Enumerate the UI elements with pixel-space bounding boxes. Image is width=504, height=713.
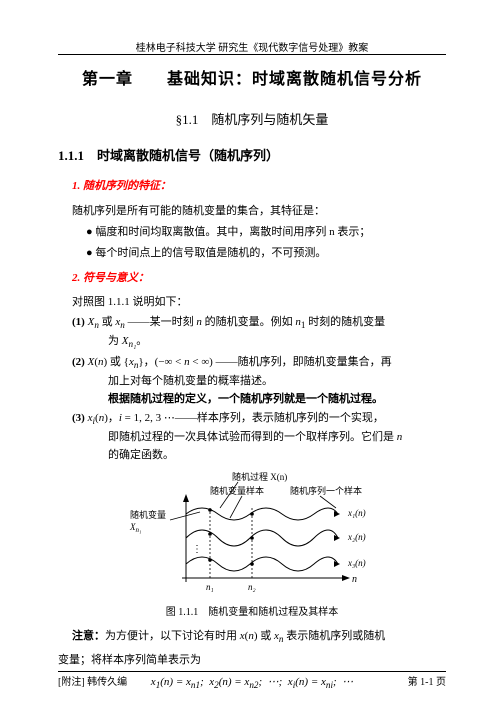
- bullet-text: 每个时间点上的信号取值是随机的，不可预测。: [95, 247, 326, 259]
- num-cont: 加上对每个随机变量的概率描述。: [90, 373, 446, 391]
- note-lead: 注意：: [72, 630, 105, 642]
- num-list: (1) Xn 或 xn ——某一时刻 n 的随机变量。例如 n1 时刻的随机变量…: [72, 314, 446, 464]
- footer-left: [附注] 韩传久编: [58, 674, 127, 691]
- t: 或: [102, 316, 113, 328]
- num-item-2: (2) X(n) 或 {xn}，(−∞ < n < ∞) ——随机序列，即随机变…: [72, 354, 446, 408]
- bullet-item: ● 幅度和时间均取离散值。其中，离散时间用序列 n 表示；: [86, 223, 446, 242]
- fig-label-seq-sample: 随机序列一个样本: [290, 485, 362, 496]
- num-cont: 的确定函数。: [90, 447, 446, 465]
- note-body-a: 为方便计，以下讨论有时用 x(n) 或 xn 表示随机序列或随机: [105, 630, 385, 642]
- para-intro-1: 随机序列是所有可能的随机变量的集合，其特征是：: [72, 202, 446, 220]
- t: 时刻的随机变量: [308, 316, 385, 328]
- num-item-1: (1) Xn 或 xn ——某一时刻 n 的随机变量。例如 n1 时刻的随机变量…: [72, 314, 446, 352]
- num-lead: (1): [72, 316, 85, 328]
- fig-label-xn1: Xn₁: [129, 522, 141, 534]
- t: ——随机序列，即随机变量集合，再: [216, 356, 392, 368]
- fig-curve-label: x₁(n): [347, 508, 366, 518]
- section-title: §1.1 随机序列与随机矢量: [58, 109, 446, 131]
- bullet-item: ● 每个时间点上的信号取值是随机的，不可预测。: [86, 244, 446, 263]
- fig-curve-label: x₃(n): [347, 558, 366, 568]
- num-item-3: (3) xi(n)，i = 1, 2, 3 ⋯——样本序列，表示随机序列的一个实…: [72, 410, 446, 464]
- fig-label-var: 随机变量: [130, 509, 166, 520]
- note-para: 注意：为方便计，以下讨论有时用 x(n) 或 xn 表示随机序列或随机: [72, 627, 446, 647]
- red-heading-2: 2. 符号与意义：: [72, 269, 446, 288]
- num-bold-line: 根据随机过程的定义，一个随机序列就是一个随机过程。: [90, 391, 446, 409]
- fig-xtick: n₂: [248, 582, 256, 592]
- t: 即随机过程的一次具体试验而得到的一个取样序列。它们是: [108, 431, 397, 443]
- content: 第一章 基础知识：时域离散随机信号分析 §1.1 随机序列与随机矢量 1.1.1…: [58, 66, 446, 693]
- page: 桂林电子科技大学 研究生《现代数字信号处理》教案 第一章 基础知识：时域离散随机…: [0, 0, 504, 713]
- num-cont: 即随机过程的一次具体试验而得到的一个取样序列。它们是 n: [90, 429, 446, 447]
- num-lead: (3): [72, 412, 85, 424]
- fig-dots: ⋮: [192, 544, 202, 555]
- fig-label-var-sample: 随机变量样本: [210, 485, 264, 496]
- num-cont: 为 Xn₁。: [90, 333, 446, 352]
- figure-1-1-1: 随机过程 X(n) 随机变量样本 随机序列一个样本 随机变量 Xn₁ n: [58, 470, 446, 600]
- header-rule: [58, 54, 446, 55]
- figure-caption: 图 1.1.1 随机变量和随机过程及其样本: [58, 604, 446, 621]
- bullet-text: 幅度和时间均取离散值。其中，离散时间用序列 n 表示；: [95, 226, 370, 238]
- t: ——某一时刻: [128, 316, 194, 328]
- chapter-title: 第一章 基础知识：时域离散随机信号分析: [58, 66, 446, 93]
- t: 或: [110, 356, 121, 368]
- footer-right: 第 1-1 页: [408, 674, 446, 691]
- page-footer: [附注] 韩传久编 第 1-1 页: [58, 671, 446, 691]
- fig-label-top: 随机过程 X(n): [232, 471, 287, 482]
- figure-svg: 随机过程 X(n) 随机变量样本 随机序列一个样本 随机变量 Xn₁ n: [122, 470, 382, 600]
- para-intro-2: 对照图 1.1.1 说明如下：: [72, 293, 446, 311]
- t: 的随机变量。例如: [205, 316, 293, 328]
- red-heading-1: 1. 随机序列的特征：: [72, 177, 446, 196]
- num-lead: (2): [72, 356, 85, 368]
- bullet-list: ● 幅度和时间均取离散值。其中，离散时间用序列 n 表示； ● 每个时间点上的信…: [86, 223, 446, 262]
- note-para-b: 变量；将样本序列简单表示为: [58, 651, 446, 669]
- fig-curve-label: x₂(n): [347, 532, 366, 542]
- fig-xtick: n₁: [206, 582, 214, 592]
- subsection-title: 1.1.1 时域离散随机信号（随机序列）: [58, 145, 446, 167]
- t: ——样本序列，表示随机序列的一个实现，: [175, 412, 384, 424]
- t: 为: [108, 335, 122, 347]
- fig-xaxis-label: n: [352, 574, 357, 585]
